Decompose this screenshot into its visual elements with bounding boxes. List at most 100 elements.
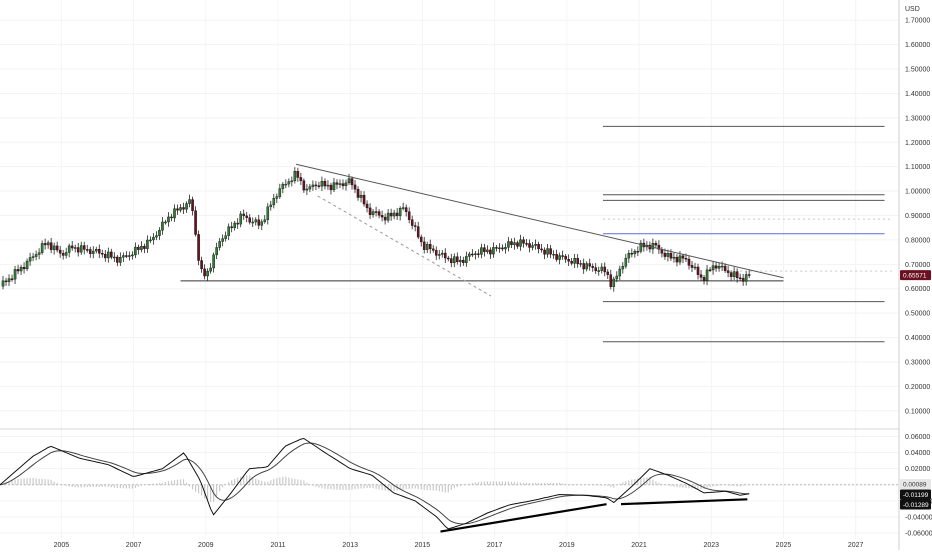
candle-body — [43, 243, 47, 246]
candle-body — [176, 208, 179, 211]
candle-body — [155, 235, 158, 238]
macd-tick-label: -0.06000 — [905, 531, 932, 538]
candle-body — [714, 265, 718, 269]
candle-body — [173, 208, 176, 219]
price-tick-label: 1.70000 — [905, 18, 930, 25]
candle-body — [143, 245, 146, 249]
candle-body — [338, 183, 342, 185]
candle-body — [492, 247, 495, 255]
candle-body — [116, 256, 119, 263]
grid — [0, 0, 899, 538]
candle-body — [477, 253, 480, 255]
candle-body — [137, 246, 140, 250]
price-tick-label: 1.40000 — [905, 91, 930, 98]
candle-body — [236, 222, 239, 225]
candle-body — [702, 277, 706, 281]
candle-body — [4, 280, 8, 283]
candle-body — [209, 267, 212, 272]
candle-body — [717, 265, 721, 269]
candle-body — [519, 239, 522, 247]
time-tick-label: 2009 — [198, 542, 214, 549]
macd-tick-label: 0.06000 — [905, 434, 930, 441]
candle-body — [305, 188, 309, 191]
candle-body — [287, 181, 291, 185]
candle-body — [693, 266, 697, 269]
drawing-trendlines — [295, 163, 784, 297]
time-tick-label: 2007 — [126, 542, 142, 549]
candle-body — [440, 252, 444, 255]
candle-body — [383, 216, 387, 221]
price-tick-label: 1.30000 — [905, 115, 930, 122]
divergence-line — [440, 503, 607, 533]
candle-body — [122, 255, 125, 258]
candle-body — [164, 221, 167, 224]
candle-body — [606, 271, 610, 275]
candle-body — [13, 269, 17, 280]
time-tick-label: 2019 — [559, 542, 575, 549]
candle-body — [254, 219, 258, 223]
candle-body — [314, 184, 318, 187]
candle-body — [158, 230, 161, 236]
candle-body — [468, 253, 471, 257]
candle-body — [453, 256, 456, 264]
price-tick-label: 0.60000 — [905, 286, 930, 293]
candle-body — [600, 266, 604, 271]
candle-body — [576, 258, 579, 265]
candle-body — [149, 239, 152, 242]
candle-body — [251, 221, 255, 224]
price-tick-label: 0.30000 — [905, 359, 930, 366]
candle-body — [344, 182, 348, 187]
candle-body — [269, 204, 273, 208]
candle-body — [489, 249, 492, 255]
candle-body — [350, 178, 354, 186]
candle-body — [1, 280, 5, 287]
candle-body — [398, 208, 402, 217]
candle-body — [744, 274, 748, 282]
price-tick-label: 1.00000 — [905, 189, 930, 196]
candle-body — [290, 180, 294, 183]
candle-body — [70, 245, 74, 249]
candle-body — [410, 219, 414, 226]
last-price-tag-bg — [900, 270, 931, 281]
time-tick-label: 2017 — [487, 542, 503, 549]
candle-body — [88, 249, 92, 254]
candle-body — [738, 277, 742, 280]
candle-body — [395, 212, 399, 217]
macd-tick-label: -0.04000 — [905, 515, 932, 522]
candle-body — [615, 275, 619, 280]
candle-body — [296, 171, 300, 178]
candle-body — [570, 261, 573, 264]
candle-body — [585, 263, 588, 270]
candle-body — [311, 184, 315, 187]
candle-body — [516, 242, 519, 247]
candle-body — [558, 255, 561, 260]
candle-body — [597, 270, 601, 272]
time-axis: 2005 2007 2009 2011 2013 2015 2017 2019 2021 2023… — [54, 542, 864, 549]
candle-body — [624, 257, 628, 267]
candle-body — [495, 247, 498, 249]
macd-tick-label: 0.04000 — [905, 450, 930, 457]
candle-body — [377, 211, 381, 216]
candle-body — [434, 250, 438, 256]
histogram-value-tag-bg — [900, 479, 931, 490]
candle-body — [308, 186, 312, 190]
candle-body — [248, 217, 252, 223]
candle-body — [633, 251, 637, 255]
candle-body — [416, 226, 420, 238]
candle-body — [407, 211, 411, 220]
candle-body — [666, 253, 670, 257]
time-tick-label: 2005 — [54, 542, 70, 549]
macd-line — [0, 437, 750, 530]
candle-body — [134, 246, 137, 256]
candle-body — [67, 245, 71, 253]
time-tick-label: 2015 — [415, 542, 431, 549]
axis-tags: 0.65571 0.00089 -0.01199 -0.01289 — [900, 270, 931, 510]
candle-body — [284, 183, 288, 186]
candle-body — [281, 183, 285, 189]
candle-body — [639, 242, 643, 252]
candle-body — [612, 278, 616, 287]
candle-body — [675, 256, 679, 263]
candle-body — [113, 256, 116, 259]
